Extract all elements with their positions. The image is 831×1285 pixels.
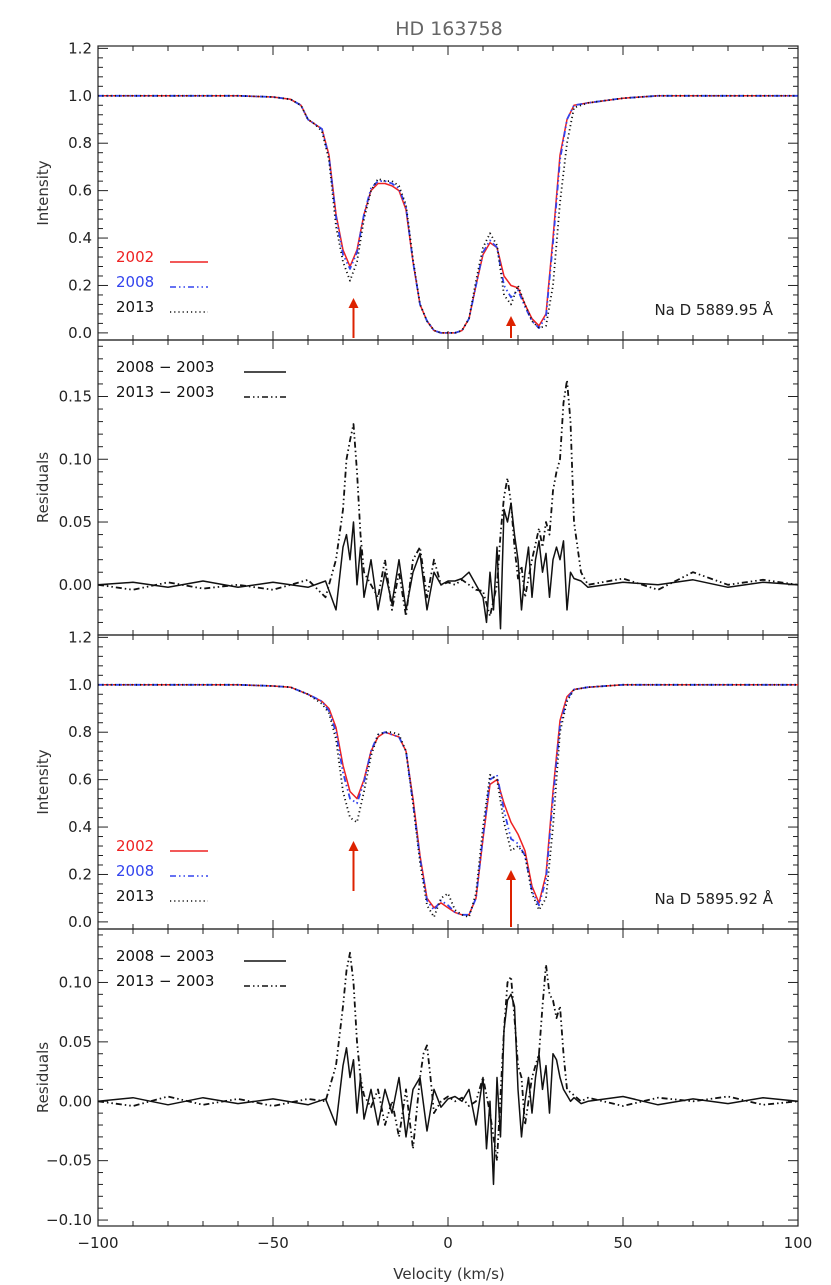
y-tick-label: 1.2	[68, 39, 92, 57]
marker-arrow-head	[506, 870, 516, 880]
y-tick-label: 0.15	[59, 387, 92, 405]
marker-arrow-head	[348, 841, 359, 851]
y-tick-label: 1.0	[68, 676, 92, 694]
legend-label: 2013	[116, 298, 154, 316]
x-tick-label: −50	[257, 1234, 289, 1252]
x-tick-label: −100	[77, 1234, 118, 1252]
line-annotation: Na D 5895.92 Å	[654, 889, 773, 908]
intensity-panel-na-d1: 0.0 0.2 0.4 0.6 0.8 1.0 1.2 Intensity 2002 2008 20…	[34, 39, 799, 342]
series-line-2008-2003	[98, 993, 798, 1186]
intensity-panel-na-d2: 0.0 0.2 0.4 0.6 0.8 1.0 1.2 Intensity 2002 2008 20…	[34, 628, 799, 931]
plot-frame	[97, 45, 799, 341]
x-tick-label: 0	[443, 1234, 453, 1252]
y-tick-label: 1.0	[68, 87, 92, 105]
y-axis-label: Residuals	[34, 452, 52, 523]
legend-label: 2013 − 2003	[116, 972, 214, 990]
series-line-2013	[98, 683, 798, 918]
y-tick-label: 0.8	[68, 723, 92, 741]
legend-label: 2008	[116, 273, 154, 291]
y-tick-label: 0.2	[68, 865, 92, 883]
y-tick-label: 0.6	[68, 771, 92, 789]
legend-label: 2008 − 2003	[116, 947, 214, 965]
series-line-2008-2003	[98, 502, 798, 630]
y-tick-label: 0.2	[68, 276, 92, 294]
residuals-panel-na-d1: 0.00 0.05 0.10 0.15 Residuals 2008 − 2003 2013…	[34, 339, 799, 636]
plot-frame	[97, 634, 799, 930]
series-line-2013	[98, 94, 798, 334]
legend-label: 2008 − 2003	[116, 358, 214, 376]
x-axis-label: Velocity (km/s)	[393, 1265, 504, 1283]
series-line-2013-2003	[98, 951, 798, 1162]
marker-arrow-head	[506, 316, 516, 326]
y-tick-label: −0.10	[46, 1211, 92, 1229]
marker-arrow-head	[348, 298, 359, 308]
y-tick-label: 0.0	[68, 913, 92, 931]
series-line-2008	[98, 683, 798, 916]
y-tick-label: 0.00	[59, 1092, 92, 1110]
y-tick-label: 0.10	[59, 973, 92, 991]
y-tick-label: 0.00	[59, 576, 92, 594]
y-axis-label: Intensity	[34, 160, 52, 225]
x-tick-label: 50	[613, 1234, 632, 1252]
y-axis-label: Residuals	[34, 1042, 52, 1113]
y-tick-label: 0.6	[68, 182, 92, 200]
y-tick-label: 0.0	[68, 324, 92, 342]
y-tick-label: 0.10	[59, 450, 92, 468]
y-tick-label: 1.2	[68, 628, 92, 646]
legend-label: 2013 − 2003	[116, 383, 214, 401]
residuals-panel-na-d2: −0.10 −0.05 0.00 0.05 0.10 Residuals 2008 − 20…	[34, 928, 813, 1252]
legend-label: 2013	[116, 887, 154, 905]
y-tick-label: 0.4	[68, 818, 92, 836]
y-tick-label: 0.4	[68, 229, 92, 247]
y-axis-label: Intensity	[34, 749, 52, 814]
series-line-2002	[98, 95, 798, 334]
legend-label: 2002	[116, 837, 154, 855]
y-tick-label: 0.05	[59, 1033, 92, 1051]
line-annotation: Na D 5889.95 Å	[654, 300, 773, 319]
series-line-2013-2003	[98, 379, 798, 618]
x-tick-label: 100	[784, 1234, 813, 1252]
y-tick-label: −0.05	[46, 1152, 92, 1170]
figure-title: HD 163758	[395, 18, 503, 40]
y-tick-label: 0.05	[59, 513, 92, 531]
legend-label: 2008	[116, 862, 154, 880]
series-line-2008	[98, 94, 798, 334]
legend-label: 2002	[116, 248, 154, 266]
series-line-2002	[98, 684, 798, 916]
y-tick-label: 0.8	[68, 134, 92, 152]
